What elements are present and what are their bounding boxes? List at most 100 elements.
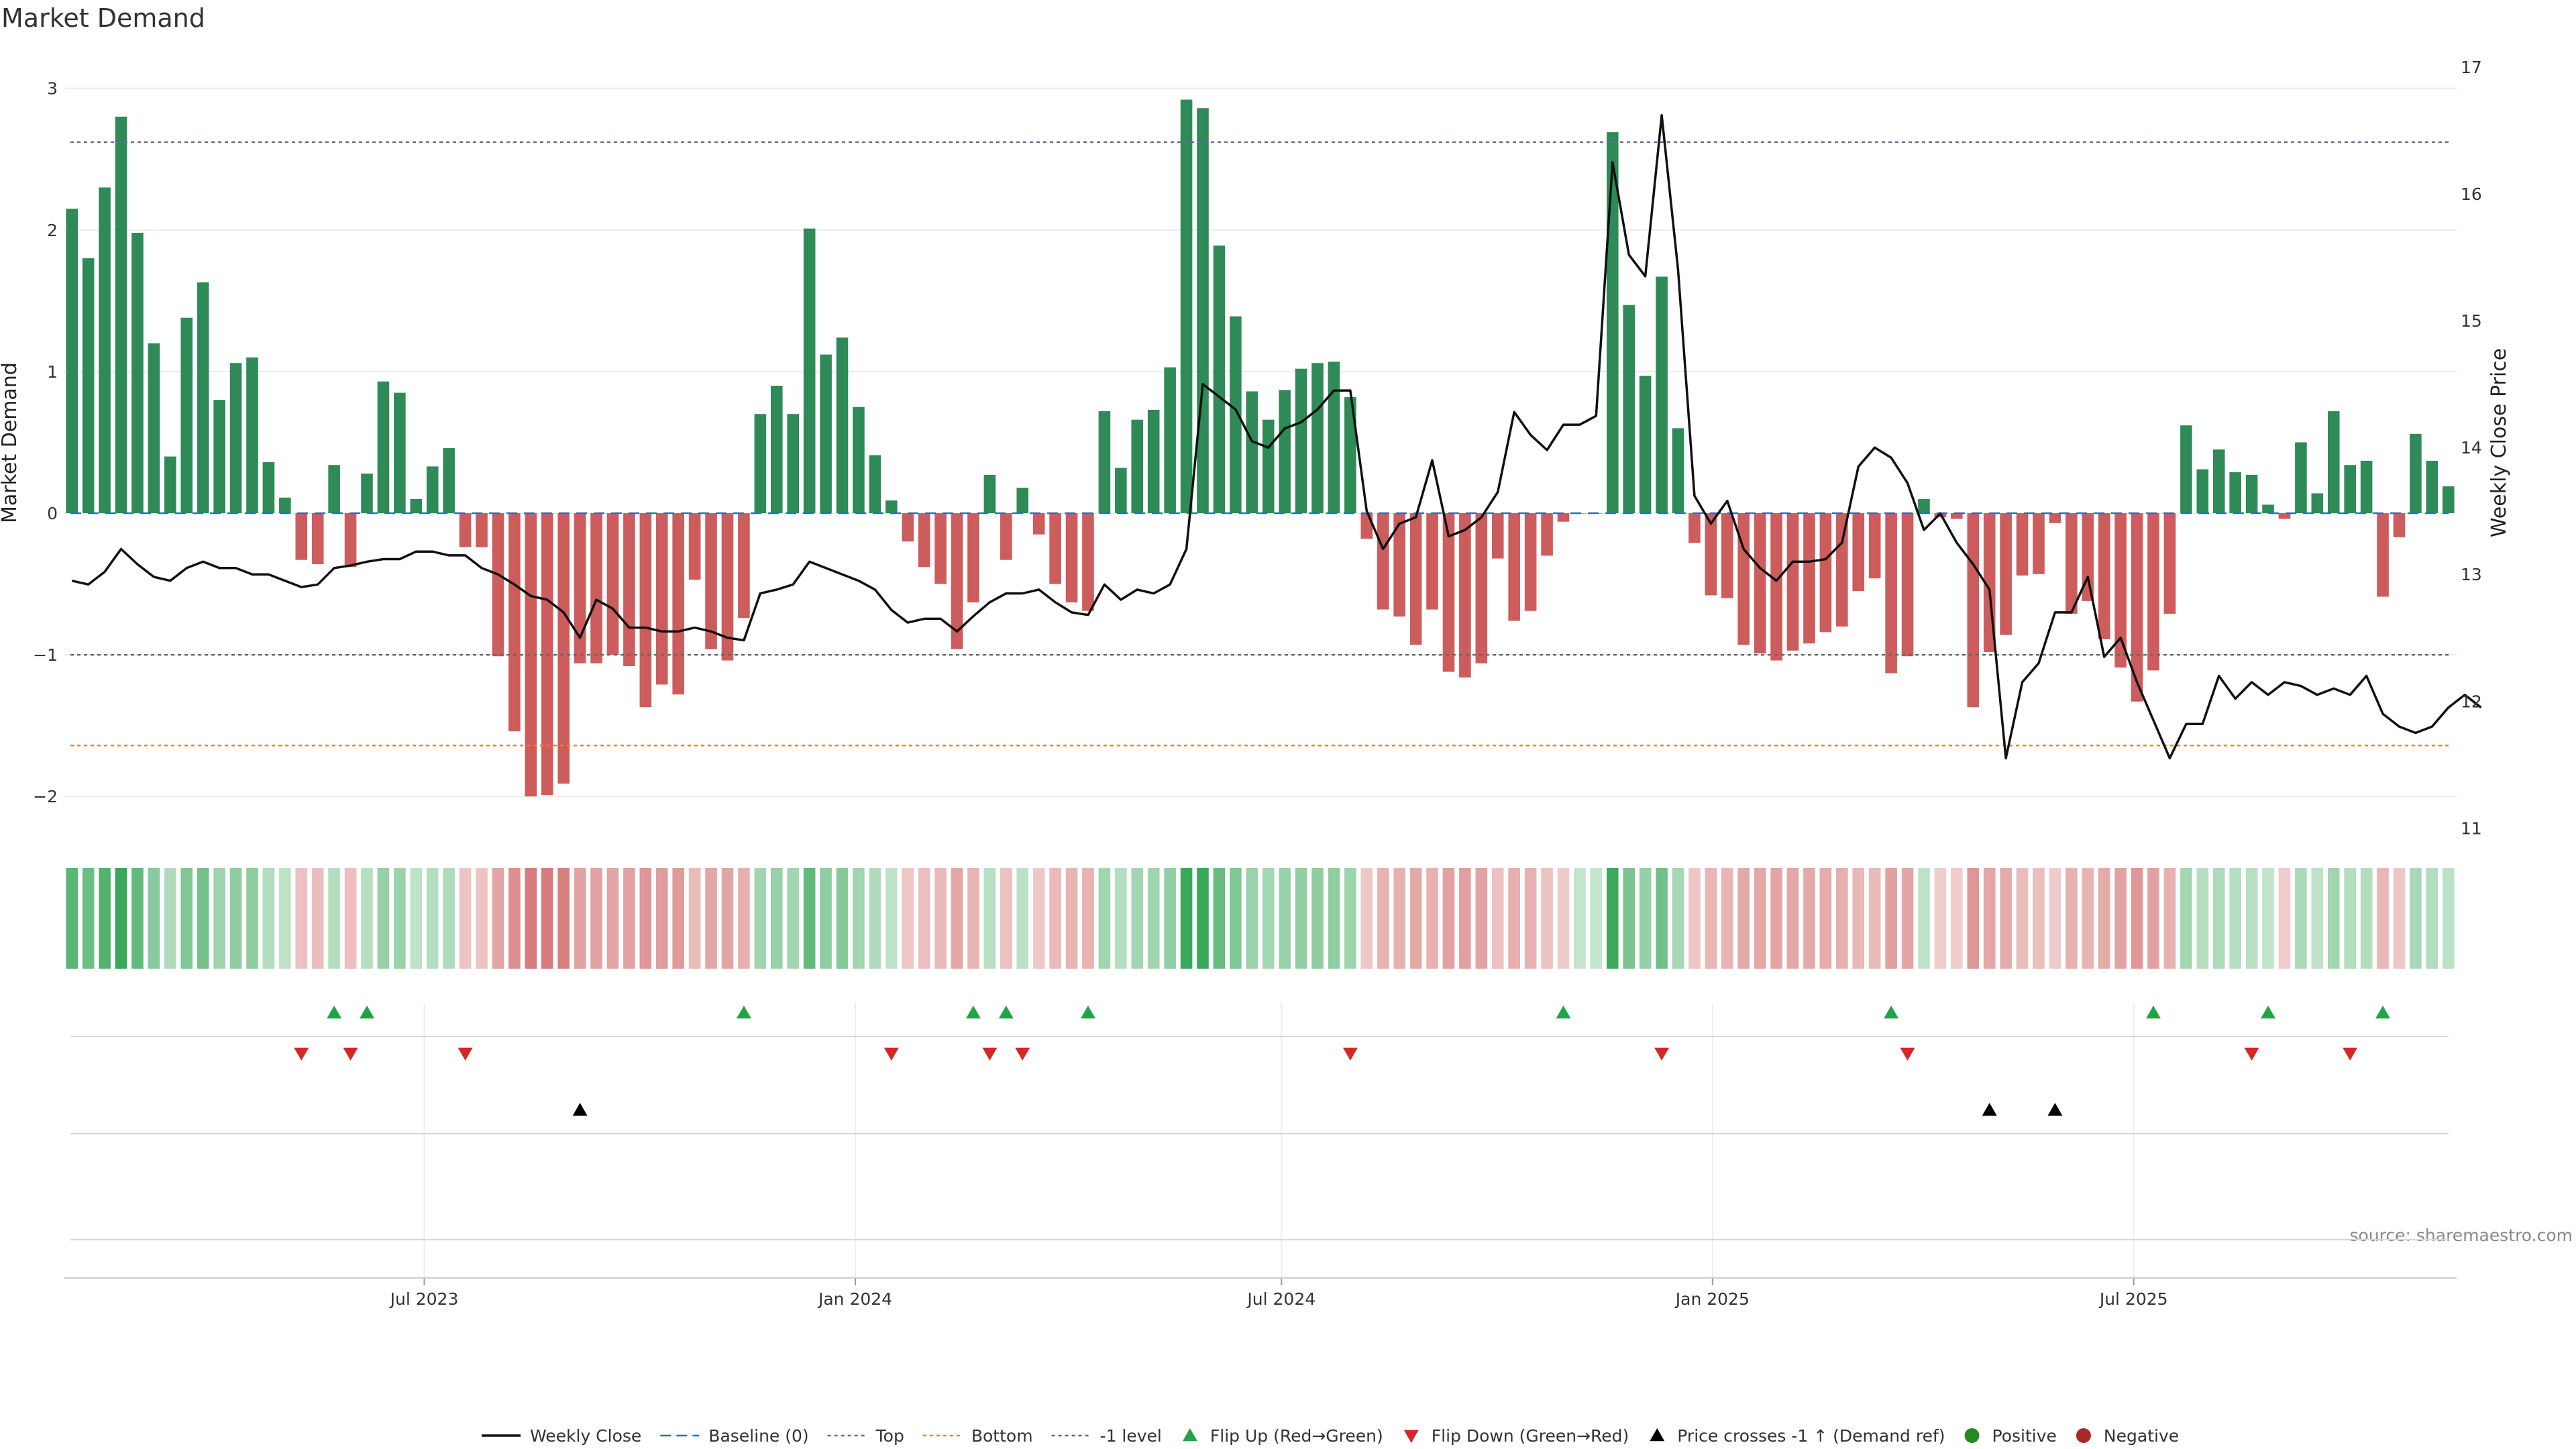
demand-bar bbox=[721, 513, 734, 661]
heat-cell bbox=[2163, 868, 2176, 969]
demand-bar bbox=[1246, 391, 1258, 513]
demand-bar bbox=[1147, 409, 1160, 513]
heat-cell bbox=[820, 868, 832, 969]
y-left-tick-label: 2 bbox=[47, 221, 58, 240]
heat-cell bbox=[2311, 868, 2324, 969]
legend-item: -1 level bbox=[1051, 1426, 1162, 1446]
x-tick-label: Jan 2025 bbox=[1674, 1289, 1750, 1309]
demand-bar bbox=[1623, 305, 1635, 513]
demand-bar bbox=[2262, 504, 2274, 513]
heat-cell bbox=[1934, 868, 1947, 969]
heat-cell bbox=[1377, 868, 1389, 969]
legend-item: Price crosses -1 ↑ (Demand ref) bbox=[1650, 1426, 1945, 1446]
demand-bar bbox=[1311, 363, 1324, 513]
heat-cell bbox=[1360, 868, 1373, 969]
demand-bar bbox=[2114, 513, 2127, 668]
heat-cell bbox=[688, 868, 701, 969]
demand-bar bbox=[1918, 498, 1930, 513]
demand-bar bbox=[1115, 468, 1127, 513]
flip-down-marker bbox=[1654, 1047, 1670, 1061]
heat-cell bbox=[2426, 868, 2438, 969]
heat-cell bbox=[1786, 868, 1799, 969]
flip-up-marker bbox=[2146, 1006, 2161, 1019]
demand-bar bbox=[99, 187, 111, 513]
demand-bar bbox=[1016, 488, 1029, 513]
heat-cell bbox=[2393, 868, 2406, 969]
heat-cell bbox=[590, 868, 602, 969]
legend-item: Flip Up (Red→Green) bbox=[1182, 1426, 1383, 1446]
heat-cell bbox=[1230, 868, 1242, 969]
heat-cell bbox=[410, 868, 423, 969]
y-axis-left-label: Market Demand bbox=[0, 362, 21, 523]
chart-title: Market Demand bbox=[1, 3, 205, 33]
demand-bar bbox=[1344, 396, 1356, 513]
demand-bar bbox=[1852, 513, 1865, 592]
legend-label: -1 level bbox=[1100, 1426, 1162, 1446]
demand-bar bbox=[1836, 513, 1848, 627]
demand-bar bbox=[66, 209, 78, 513]
y-right-tick-label: 16 bbox=[2461, 184, 2482, 204]
heat-cell bbox=[1541, 868, 1553, 969]
y-left-tick-label: 3 bbox=[47, 79, 58, 99]
heat-cell bbox=[1213, 868, 1226, 969]
heat-cell bbox=[443, 868, 455, 969]
demand-bar bbox=[148, 343, 160, 513]
heat-cell bbox=[574, 868, 586, 969]
demand-bar bbox=[459, 513, 472, 547]
heat-cell bbox=[1672, 868, 1684, 969]
flip-up-marker bbox=[327, 1006, 342, 1019]
legend-label: Top bbox=[875, 1426, 904, 1446]
demand-bar bbox=[1819, 513, 1832, 633]
heat-cell bbox=[639, 868, 652, 969]
heat-cell bbox=[344, 868, 357, 969]
heat-cell bbox=[229, 868, 242, 969]
reference-lines bbox=[70, 141, 2449, 747]
heat-cell bbox=[476, 868, 488, 969]
source-credit: source: sharemaestro.com bbox=[2350, 1226, 2573, 1245]
demand-bar bbox=[820, 354, 832, 513]
demand-bar bbox=[2327, 411, 2340, 513]
legend-item: Positive bbox=[1964, 1426, 2057, 1446]
heat-cell bbox=[1918, 868, 1930, 969]
demand-bar bbox=[705, 513, 717, 649]
heat-cell bbox=[66, 868, 78, 969]
legend-label: Baseline (0) bbox=[708, 1426, 808, 1446]
flip-down-marker bbox=[2244, 1047, 2259, 1061]
flip-down-marker bbox=[1900, 1047, 1915, 1061]
y-left-tick-label: −2 bbox=[33, 787, 58, 806]
heat-cell bbox=[1098, 868, 1111, 969]
heat-cell bbox=[164, 868, 176, 969]
demand-bar bbox=[1213, 246, 1226, 513]
demand-bar bbox=[1049, 513, 1061, 584]
heat-cell bbox=[1311, 868, 1324, 969]
price-cross-marker bbox=[572, 1103, 588, 1116]
heat-cell bbox=[1000, 868, 1012, 969]
demand-bar bbox=[2295, 442, 2307, 513]
demand-bar bbox=[180, 317, 193, 513]
heat-cell bbox=[1836, 868, 1848, 969]
demand-bar bbox=[2033, 513, 2045, 574]
grid-layer bbox=[64, 87, 2457, 1278]
heat-cell bbox=[1393, 868, 1405, 969]
legend-label: Bottom bbox=[971, 1426, 1033, 1446]
legend-swatch bbox=[1403, 1430, 1419, 1443]
demand-bar bbox=[2360, 460, 2373, 513]
demand-bar bbox=[1541, 513, 1553, 556]
demand-bar bbox=[2393, 513, 2406, 537]
demand-bars bbox=[66, 99, 2455, 797]
demand-bar bbox=[328, 465, 340, 513]
heat-cell bbox=[787, 868, 799, 969]
demand-bar bbox=[1803, 513, 1815, 644]
heat-cell bbox=[2082, 868, 2094, 969]
x-tick-label: Jan 2024 bbox=[817, 1289, 892, 1309]
flip-up-marker bbox=[359, 1006, 374, 1019]
demand-bar bbox=[2000, 513, 2012, 635]
demand-bar bbox=[295, 513, 308, 560]
y-left-tick-label: 0 bbox=[47, 504, 58, 523]
heat-cell bbox=[1705, 868, 1717, 969]
heat-cell bbox=[1967, 868, 1980, 969]
heat-cell bbox=[1590, 868, 1603, 969]
demand-bar bbox=[1672, 428, 1684, 513]
heat-cell bbox=[1491, 868, 1504, 969]
